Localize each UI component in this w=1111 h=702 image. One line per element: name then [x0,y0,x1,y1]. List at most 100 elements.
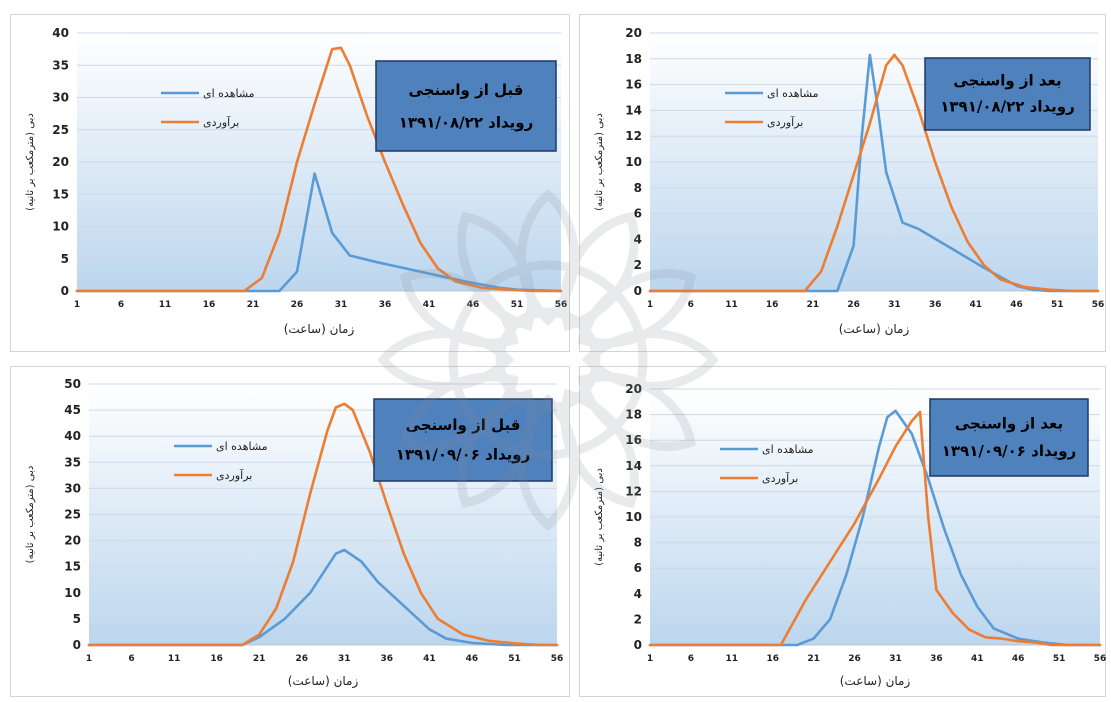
x-tick-label: 51 [511,300,524,310]
legend-label: برآوردی [767,115,803,129]
x-tick-label: 6 [688,654,694,664]
x-tick-label: 46 [466,654,479,664]
y-tick-label: 15 [52,187,69,201]
chart-title-box [924,57,1091,131]
x-tick-label: 41 [971,654,984,664]
chart-title-line: بعد از واسنجی [953,71,1061,89]
x-axis-label: زمان (ساعت) [839,322,910,337]
x-tick-label: 36 [929,300,942,310]
x-tick-label: 16 [766,300,779,310]
y-tick-label: 20 [625,26,642,40]
x-tick-label: 16 [210,654,223,664]
y-tick-label: 6 [634,561,642,575]
x-tick-label: 1 [647,654,653,664]
y-tick-label: 40 [64,429,81,443]
series-line-estimated [648,53,1100,293]
chart-title-box [373,398,553,482]
y-tick-label: 6 [634,207,642,221]
x-tick-label: 1 [647,300,653,310]
y-tick-label: 12 [625,484,642,498]
x-tick-label: 21 [247,300,260,310]
y-tick-label: 35 [64,455,81,469]
y-tick-label: 25 [52,123,69,137]
x-tick-label: 36 [930,654,943,664]
chart-title-box [375,60,557,152]
x-tick-label: 36 [379,300,392,310]
chart-title-line: رویداد ۱۳۹۱/۰۹/۰۶ [396,446,531,464]
chart-panel-top-right: 0 2 4 6 8 10 12 14 16 18 20 1 6 11 16 21 26 31 36 41 46 51 56 ز… [579,14,1106,352]
y-tick-label: 2 [634,612,642,626]
series-line-estimated [648,410,1102,647]
y-tick-label: 2 [634,258,642,272]
x-tick-label: 51 [1053,654,1066,664]
x-tick-label: 11 [725,300,738,310]
series-line-estimated [75,46,563,293]
legend-label: مشاهده ای [767,87,819,100]
x-tick-label: 11 [726,654,739,664]
x-tick-label: 36 [381,654,394,664]
chart-title-line: بعد از واسنجی [955,414,1063,432]
y-axis-label: دبی (مترمکعب بر ثانیه) [594,468,605,566]
y-axis-label: دبی (مترمکعب بر ثانیه) [594,113,605,211]
x-tick-label: 6 [118,300,124,310]
chart-title-line: رویداد ۱۳۹۱/۰۸/۲۲ [399,114,534,132]
y-tick-label: 0 [634,284,642,298]
y-tick-label: 50 [64,377,81,391]
x-tick-label: 16 [203,300,216,310]
y-tick-label: 35 [52,58,69,72]
x-tick-label: 21 [807,300,820,310]
legend-label: مشاهده ای [203,87,255,100]
y-tick-label: 20 [64,534,81,548]
chart-panel-bottom-left: 0 5 10 15 20 25 30 35 40 45 50 1 6 11 16 21 26 31 36 41 46 51… [10,366,570,697]
x-tick-label: 51 [508,654,521,664]
x-tick-label: 26 [295,654,308,664]
y-tick-label: 4 [634,587,642,601]
chart-title-box [929,398,1089,477]
series-line-observed [87,548,559,647]
y-tick-label: 0 [634,638,642,652]
y-tick-label: 14 [625,459,642,473]
x-tick-label: 31 [888,300,901,310]
y-axis-label: دبی (مترمکعب بر ثانیه) [25,466,36,564]
x-tick-label: 31 [889,654,902,664]
y-tick-label: 0 [61,284,69,298]
x-tick-label: 46 [1012,654,1025,664]
y-tick-label: 18 [625,408,642,422]
y-tick-label: 30 [64,481,81,495]
chart-title-line: رویداد ۱۳۹۱/۰۹/۰۶ [942,442,1077,460]
y-tick-label: 18 [625,52,642,66]
series-line-observed [648,409,1102,647]
x-tick-label: 6 [128,654,134,664]
x-tick-label: 31 [335,300,348,310]
x-tick-label: 1 [74,300,80,310]
x-tick-label: 46 [1010,300,1023,310]
y-tick-label: 4 [634,232,642,246]
y-tick-label: 10 [625,510,642,524]
y-tick-label: 14 [625,103,642,117]
y-tick-label: 5 [61,252,69,266]
x-tick-label: 21 [807,654,820,664]
x-tick-label: 31 [338,654,351,664]
chart-panel-top-left: 0 5 10 15 20 25 30 35 40 1 6 11 16 21 26 31 36 41 46 51 56 زم… [10,14,570,352]
x-tick-label: 56 [1092,300,1105,310]
chart-title-line: قبل از واسنجی [406,416,521,434]
y-tick-label: 10 [64,586,81,600]
y-tick-label: 20 [625,382,642,396]
x-axis-label: زمان (ساعت) [288,674,359,689]
x-axis-label: زمان (ساعت) [840,674,911,689]
y-tick-label: 15 [64,560,81,574]
x-axis-label: زمان (ساعت) [284,322,355,337]
x-tick-label: 11 [159,300,172,310]
x-tick-label: 46 [467,300,480,310]
y-tick-label: 10 [625,155,642,169]
x-tick-label: 26 [847,300,860,310]
x-tick-label: 41 [423,654,436,664]
y-tick-label: 0 [73,638,81,652]
y-tick-label: 12 [625,129,642,143]
y-tick-label: 16 [625,433,642,447]
series-line-estimated [87,402,559,647]
